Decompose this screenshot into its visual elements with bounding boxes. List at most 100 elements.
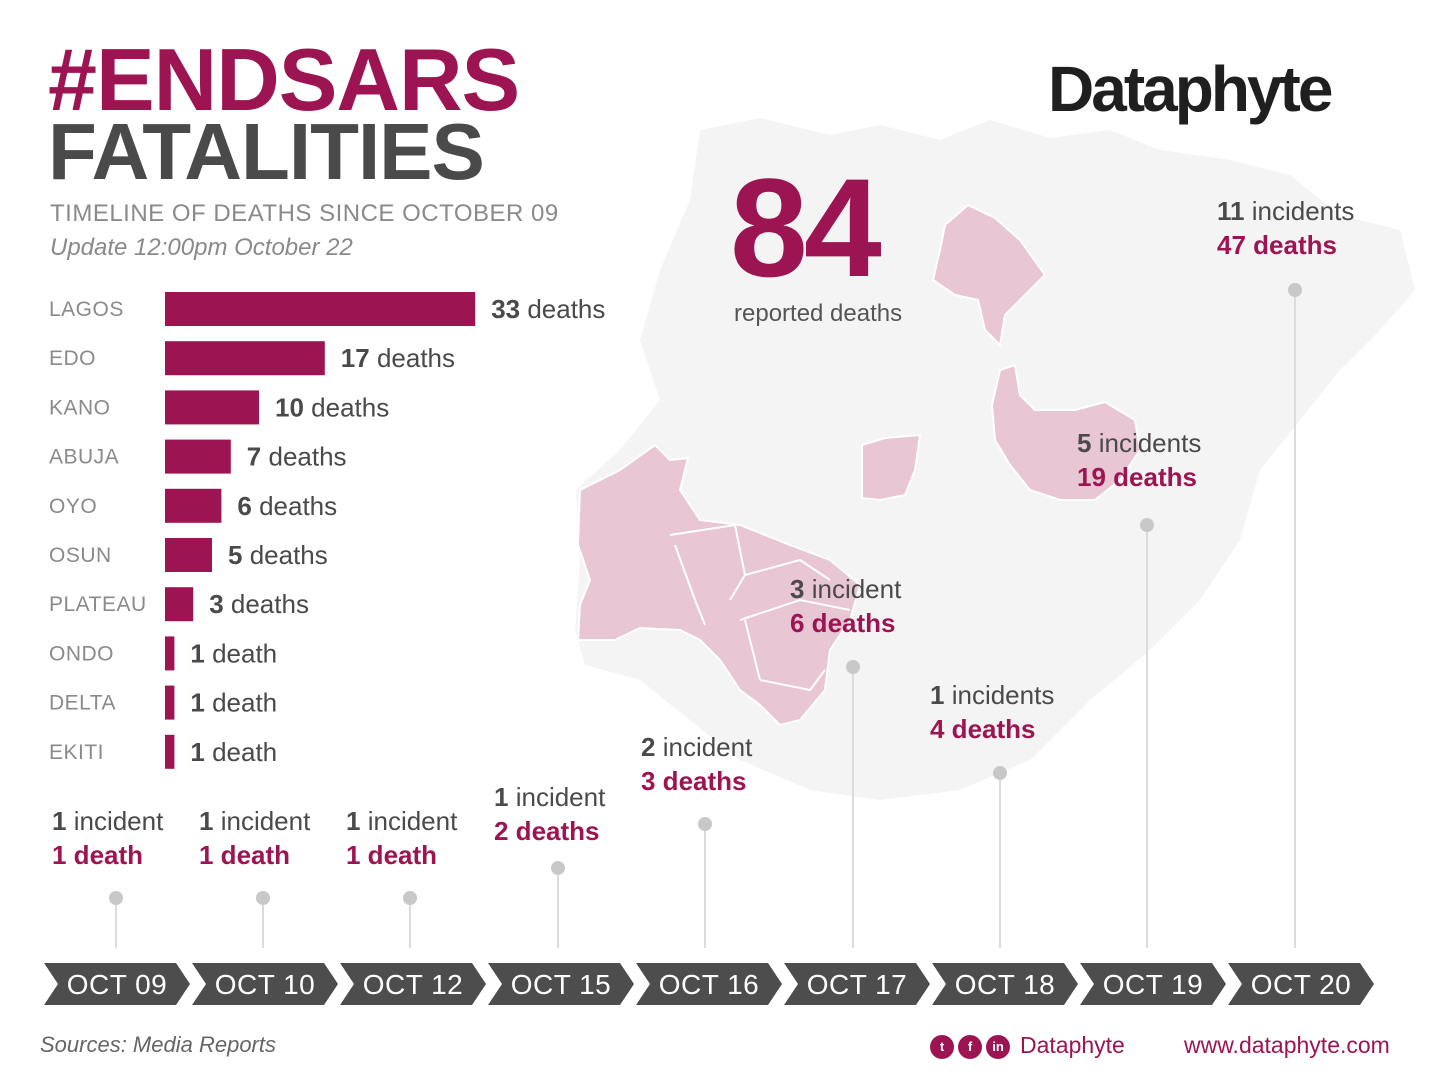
- bar-value-label: 1 death: [190, 688, 277, 718]
- timeline-dot: [993, 766, 1007, 780]
- event-incident-word: incidents: [951, 680, 1055, 710]
- bar-value-number: 33: [491, 294, 520, 324]
- event-deaths: 47 deaths: [1217, 230, 1337, 260]
- event-incident-number: 1: [494, 782, 509, 812]
- event-incident-count: 2 incident: [641, 732, 752, 763]
- bar-value-label: 33 deaths: [491, 294, 605, 324]
- bar-value-unit: deaths: [370, 343, 455, 373]
- event-incident-number: 1: [52, 806, 67, 836]
- bar: [165, 292, 476, 326]
- event-deaths: 6 deaths: [790, 608, 896, 638]
- timeline-dot: [1288, 283, 1302, 297]
- event-deaths: 3 deaths: [641, 766, 747, 796]
- bar-value-unit: deaths: [304, 392, 389, 422]
- event-incident-count: 5 incidents: [1077, 428, 1201, 459]
- event-deaths: 4 deaths: [930, 714, 1036, 744]
- bar-category-label: KANO: [49, 396, 111, 419]
- timeline-dot: [846, 660, 860, 674]
- map-region-borders: [669, 524, 851, 692]
- event-incident-word: incident: [811, 574, 902, 604]
- timeline-date-label: OCT 20: [1250, 969, 1352, 1000]
- timeline-stem: [1146, 525, 1148, 948]
- bar: [165, 734, 175, 769]
- bar-category-label: EKITI: [49, 741, 104, 764]
- timeline-date-label: OCT 18: [954, 969, 1056, 1000]
- bar: [165, 587, 194, 622]
- bar-value-number: 7: [247, 442, 261, 472]
- bar-value-unit: deaths: [224, 589, 309, 619]
- event-incident-count: 1 incident: [52, 806, 163, 837]
- event-incident-word: incidents: [1251, 196, 1355, 226]
- bar-value-number: 3: [209, 589, 223, 619]
- bar-value-unit: death: [205, 638, 277, 668]
- timeline-date-label: OCT 09: [66, 969, 168, 1000]
- bar-value-unit: deaths: [261, 442, 346, 472]
- event-deaths: 1 death: [52, 840, 144, 870]
- total-deaths-label: reported deaths: [734, 300, 903, 327]
- timeline-date-label: OCT 10: [214, 969, 316, 1000]
- event-incident-word: incident: [367, 806, 458, 836]
- event-deaths: 1 death: [199, 840, 291, 870]
- bar-value-number: 5: [228, 540, 242, 570]
- timeline-dot: [109, 891, 123, 905]
- bar-value-label: 17 deaths: [341, 343, 455, 373]
- timeline-date-label: OCT 15: [510, 969, 612, 1000]
- event-incident-number: 1: [346, 806, 361, 836]
- bar: [165, 439, 231, 474]
- bar-value-number: 10: [275, 392, 304, 422]
- facebook-icon[interactable]: f: [958, 1035, 982, 1059]
- map-region-southwest: [576, 443, 862, 727]
- title-fatalities: FATALITIES: [48, 107, 485, 196]
- website-link[interactable]: www.dataphyte.com: [1184, 1032, 1390, 1058]
- timeline-date-label: OCT 16: [658, 969, 760, 1000]
- bar-value-label: 1 death: [190, 638, 277, 668]
- timeline-date-label: OCT 17: [806, 969, 908, 1000]
- timeline-date-chevron: OCT 17: [784, 963, 930, 1005]
- bar-value-number: 1: [190, 688, 204, 718]
- timeline-date-chevron: OCT 10: [192, 963, 338, 1005]
- event-incident-number: 1: [930, 680, 945, 710]
- event-incident-word: incident: [662, 732, 753, 762]
- map-region-plateau: [990, 363, 1142, 501]
- bar: [165, 488, 222, 523]
- bar-value-unit: death: [205, 737, 277, 767]
- timeline-stem: [557, 868, 559, 948]
- subtitle: TIMELINE OF DEATHS SINCE OCTOBER 09: [50, 200, 559, 227]
- timeline-date-label: OCT 19: [1102, 969, 1204, 1000]
- timeline-dot: [698, 817, 712, 831]
- bar-category-label: LAGOS: [49, 298, 124, 321]
- timeline-stem: [1294, 290, 1296, 948]
- map-region-abuja: [861, 433, 922, 502]
- bar: [165, 341, 325, 376]
- timeline-dot: [1140, 518, 1154, 532]
- timeline-dot: [551, 861, 565, 875]
- bar-value-label: 6 deaths: [237, 491, 337, 521]
- total-deaths-number: 84: [730, 149, 882, 306]
- timeline-date-chevron: OCT 16: [636, 963, 782, 1005]
- timeline-stem: [704, 824, 706, 948]
- event-incident-count: 1 incident: [494, 782, 605, 813]
- bar-value-number: 6: [237, 491, 251, 521]
- event-incident-number: 1: [199, 806, 214, 836]
- bar-category-label: OSUN: [49, 544, 112, 567]
- event-incident-count: 1 incident: [199, 806, 310, 837]
- linkedin-icon[interactable]: in: [986, 1035, 1010, 1059]
- bar-value-label: 10 deaths: [275, 392, 389, 422]
- timeline-stem: [115, 898, 117, 948]
- event-incident-count: 11 incidents: [1217, 196, 1354, 227]
- social-handle[interactable]: Dataphyte: [1020, 1032, 1125, 1058]
- twitter-icon[interactable]: t: [930, 1035, 954, 1059]
- map-region-kano: [931, 203, 1047, 348]
- bar-value-label: 5 deaths: [228, 540, 328, 570]
- bar-value-unit: deaths: [242, 540, 327, 570]
- event-incident-count: 1 incident: [346, 806, 457, 837]
- event-incident-number: 3: [790, 574, 805, 604]
- timeline-date-chevron: OCT 20: [1228, 963, 1374, 1005]
- sources-note: Sources: Media Reports: [40, 1032, 276, 1057]
- bar-category-label: OYO: [49, 495, 97, 518]
- bar-value-unit: deaths: [520, 294, 605, 324]
- timeline-dot: [403, 891, 417, 905]
- bar-value-label: 1 death: [190, 737, 277, 767]
- bar: [165, 685, 175, 720]
